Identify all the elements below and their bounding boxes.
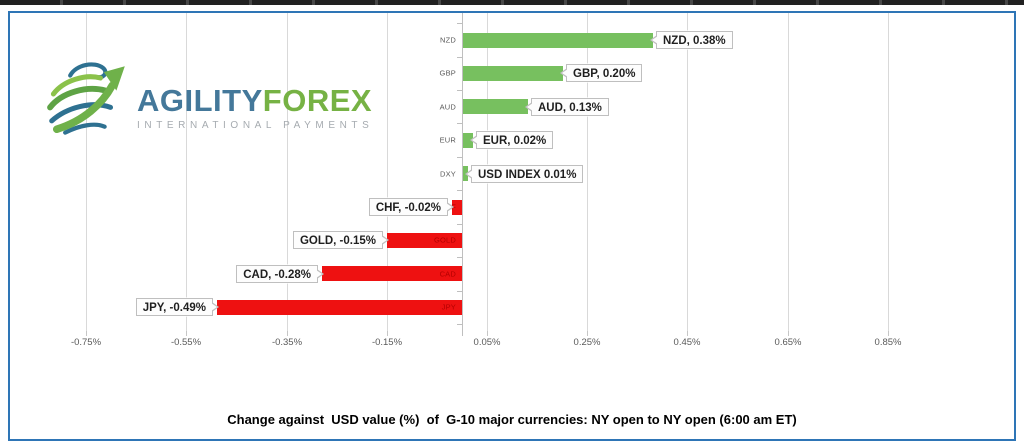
logo-forex-text: FOREX: [262, 83, 373, 118]
gridline: [86, 13, 87, 331]
axis-tick: [788, 331, 789, 336]
category-axis-tick: [457, 324, 462, 325]
category-axis-tick: [457, 190, 462, 191]
data-label-eur: EUR, 0.02%: [469, 131, 554, 149]
data-label-jpy: JPY, -0.49%: [135, 298, 220, 316]
category-axis-tick: [457, 291, 462, 292]
gridline: [387, 13, 388, 331]
x-tick-label: 0.25%: [573, 337, 601, 348]
bar-eur: [463, 133, 473, 148]
category-label-gbp: GBP: [439, 68, 456, 78]
bar-cad: [322, 266, 462, 281]
category-label-eur: EUR: [439, 135, 456, 145]
logo-brand-text: AGILITYFOREX: [137, 83, 373, 118]
axis-tick: [287, 331, 288, 336]
x-tick-label: 0.85%: [874, 337, 902, 348]
x-tick-label: -0.15%: [371, 337, 403, 348]
data-label-aud: AUD, 0.13%: [525, 98, 609, 116]
axis-tick: [86, 331, 87, 336]
category-axis-tick: [457, 123, 462, 124]
x-tick-label: -0.35%: [271, 337, 303, 348]
bar-nzd: [463, 33, 653, 48]
category-label-jpy: JPY: [441, 302, 456, 312]
data-label-dxy: USD INDEX 0.01%: [464, 165, 584, 183]
data-label-chf: CHF, -0.02%: [368, 198, 455, 216]
category-label-cad: CAD: [439, 269, 456, 279]
bar-chf: [452, 200, 462, 215]
gridline: [888, 13, 889, 331]
x-tick-label: 0.05%: [473, 337, 501, 348]
category-label-gold: GOLD: [433, 235, 456, 245]
category-axis-line: [462, 13, 463, 336]
bar-jpy: [217, 300, 462, 315]
axis-tick: [888, 331, 889, 336]
logo-tagline: INTERNATIONAL PAYMENTS: [137, 120, 374, 131]
gridline: [587, 13, 588, 331]
chart-title: Change against USD value (%) of G-10 maj…: [227, 412, 797, 427]
x-tick-label: 0.65%: [774, 337, 802, 348]
axis-tick: [487, 331, 488, 336]
x-tick-label: 0.45%: [673, 337, 701, 348]
category-axis-tick: [457, 157, 462, 158]
category-label-dxy: DXY: [439, 169, 456, 179]
logo-agility-text: AGILITY: [137, 83, 263, 118]
bar-gold: [387, 233, 462, 248]
category-axis-tick: [457, 90, 462, 91]
data-label-nzd: NZD, 0.38%: [650, 31, 733, 49]
gridline: [788, 13, 789, 331]
category-axis-tick: [457, 257, 462, 258]
spreadsheet-edge-strip: [0, 0, 1024, 5]
category-axis-tick: [457, 23, 462, 24]
chart-object-frame[interactable]: [8, 11, 1016, 441]
x-tick-label: -0.55%: [170, 337, 202, 348]
bar-aud: [463, 99, 528, 114]
axis-tick: [387, 331, 388, 336]
gridline: [186, 13, 187, 331]
axis-tick: [186, 331, 187, 336]
data-label-gold: GOLD, -0.15%: [292, 231, 390, 249]
gridline: [687, 13, 688, 331]
axis-tick: [587, 331, 588, 336]
category-axis-tick: [457, 57, 462, 58]
data-label-cad: CAD, -0.28%: [236, 265, 324, 283]
category-label-nzd: NZD: [439, 35, 456, 45]
agilityforex-logo: AGILITYFOREX INTERNATIONAL PAYMENTS: [45, 56, 373, 147]
x-tick-label: -0.75%: [70, 337, 102, 348]
bar-gbp: [463, 66, 563, 81]
gridline: [287, 13, 288, 331]
category-label-aud: AUD: [439, 102, 456, 112]
data-label-gbp: GBP, 0.20%: [559, 64, 643, 82]
category-axis-tick: [457, 224, 462, 225]
axis-tick: [687, 331, 688, 336]
globe-arrow-logo-icon: [45, 56, 129, 147]
